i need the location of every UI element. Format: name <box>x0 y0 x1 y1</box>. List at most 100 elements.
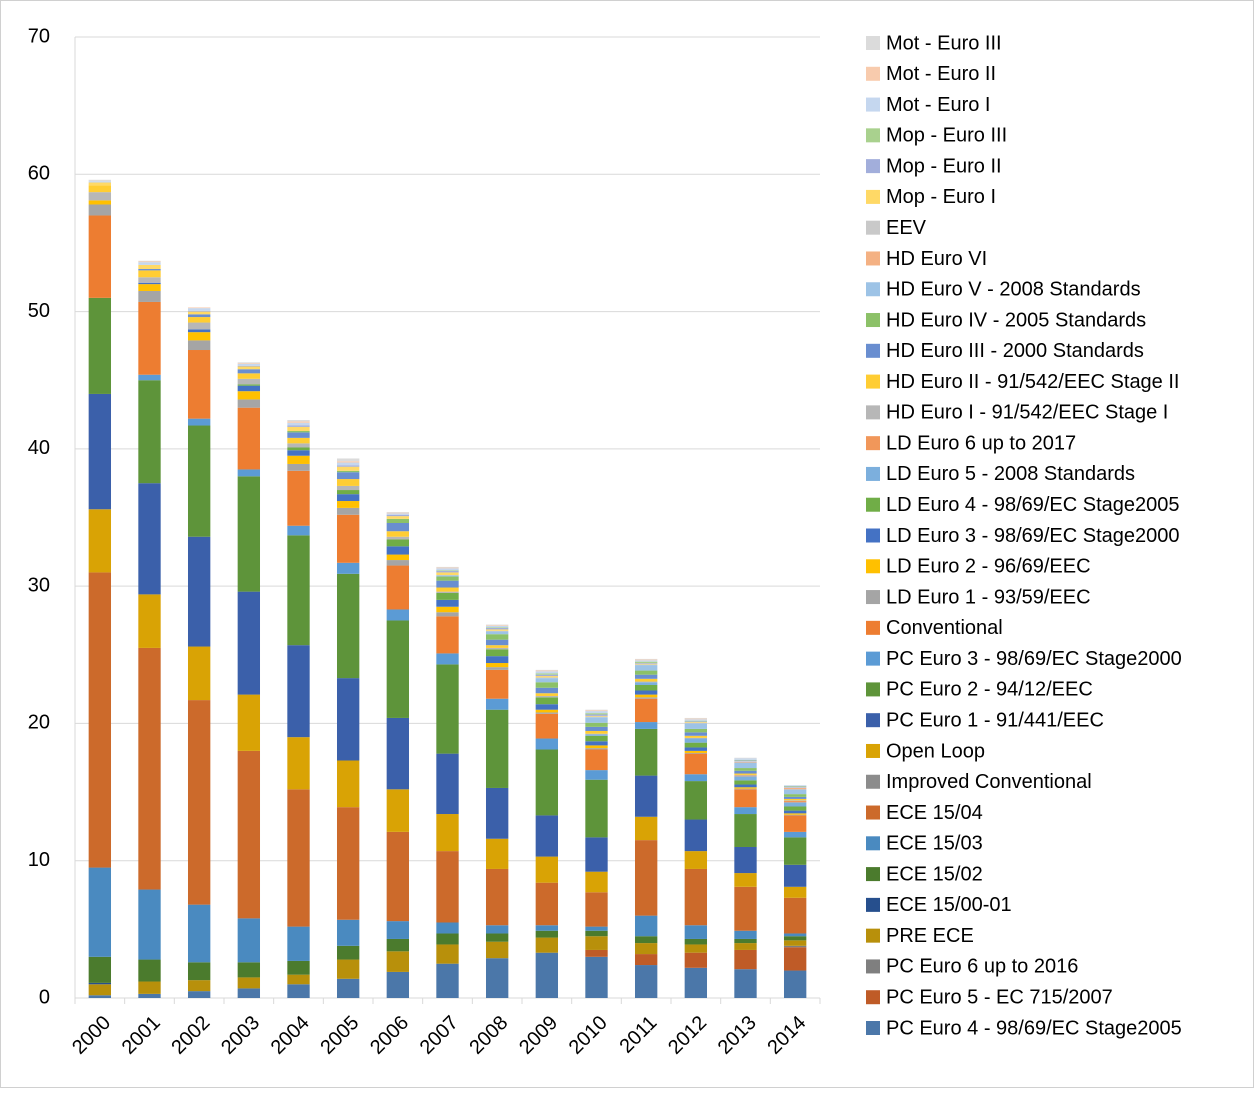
bar-segment <box>535 930 559 938</box>
bar-segment <box>138 301 161 375</box>
bar-segment <box>336 501 360 508</box>
bar-segment <box>138 959 161 982</box>
legend-swatch <box>866 682 880 697</box>
bar-segment <box>336 479 360 486</box>
bar-segment <box>535 673 559 675</box>
bar-segment <box>386 531 410 537</box>
legend-label: ECE 15/03 <box>886 833 983 855</box>
bar-segment <box>138 260 161 262</box>
bar-segment <box>386 921 410 939</box>
bar-segment <box>187 350 211 419</box>
bar-segment <box>88 956 112 983</box>
bar-segment <box>88 182 112 186</box>
bar-segment <box>783 813 807 815</box>
bar-segment <box>734 761 757 763</box>
bar-segment <box>783 785 807 787</box>
bar-segment <box>436 653 459 665</box>
legend-label: Conventional <box>886 617 1003 639</box>
bar-segment <box>237 750 261 919</box>
bar-segment <box>734 949 757 970</box>
bar-segment <box>485 625 509 626</box>
bar-segment <box>138 270 161 278</box>
bar-segment <box>287 443 310 448</box>
bar-segment <box>138 647 161 890</box>
bar-segment <box>634 660 658 662</box>
bar-segment <box>187 646 211 701</box>
bar-segment <box>386 951 410 972</box>
bar-segment <box>187 308 211 311</box>
bar-segment <box>187 980 211 992</box>
bar-segment <box>634 728 658 776</box>
bar-segment <box>237 476 261 592</box>
bar-segment <box>783 789 807 795</box>
legend-swatch <box>866 867 880 882</box>
bar-segment <box>386 971 410 998</box>
bar-segment <box>138 261 161 263</box>
bar-segment <box>436 753 459 815</box>
legend-label: LD Euro 4 - 98/69/EC Stage2005 <box>886 494 1180 516</box>
bar-segment <box>436 593 459 600</box>
bar-segment <box>585 779 608 838</box>
legend-label: LD Euro 5 - 2008 Standards <box>886 463 1135 485</box>
bar-segment <box>535 952 559 998</box>
legend-swatch <box>866 805 880 820</box>
bar-segment <box>485 787 509 839</box>
legend-label: HD Euro V - 2008 Standards <box>886 279 1141 301</box>
bar-segment <box>783 864 807 887</box>
bar-segment <box>237 391 261 400</box>
bar-segment <box>585 733 608 735</box>
bar-segment <box>187 340 211 351</box>
bar-segment <box>485 669 509 699</box>
bar-segment <box>287 645 310 738</box>
legend-swatch <box>866 559 880 574</box>
bar-segment <box>287 525 310 536</box>
bar-segment <box>783 814 807 816</box>
bar-segment <box>436 576 459 581</box>
bar-segment <box>287 425 310 427</box>
legend-swatch <box>866 282 880 297</box>
bar-segment <box>237 363 261 366</box>
bar-segment <box>88 393 112 510</box>
bar-segment <box>88 204 112 216</box>
legend-swatch <box>866 774 880 789</box>
bar-segment <box>336 461 360 463</box>
legend-label: Open Loop <box>886 740 985 762</box>
bar-segment <box>386 831 410 922</box>
bar-segment <box>783 800 807 801</box>
bar-segment <box>634 659 658 661</box>
bar-segment <box>287 974 310 985</box>
bar-segment <box>585 770 608 780</box>
legend-swatch <box>866 928 880 943</box>
bar-segment <box>535 695 559 698</box>
bar-segment <box>485 709 509 788</box>
bar-segment <box>88 179 112 182</box>
bar-segment <box>386 620 410 718</box>
bar-segment <box>287 422 310 426</box>
bar-segment <box>485 663 509 668</box>
legend-swatch <box>866 466 880 481</box>
bar-segment <box>734 768 757 771</box>
bar-segment <box>436 599 459 607</box>
bar-segment <box>138 374 161 381</box>
bar-segment <box>485 868 509 926</box>
bar-segment <box>684 753 708 775</box>
bar-segment <box>684 750 708 753</box>
bar-segment <box>436 933 459 945</box>
bar-segment <box>485 698 509 710</box>
bar-segment <box>585 892 608 927</box>
legend-swatch <box>866 128 880 143</box>
bar-segment <box>187 904 211 963</box>
bar-segment <box>734 846 757 874</box>
bar-segment <box>585 871 608 893</box>
bar-segment <box>734 930 757 939</box>
bar-segment <box>88 982 112 985</box>
bar-segment <box>88 181 112 183</box>
bar-segment <box>485 656 509 664</box>
bar-segment <box>336 978 360 998</box>
bar-segment <box>287 470 310 526</box>
bar-segment <box>138 262 161 265</box>
bar-segment <box>88 192 112 201</box>
y-tick-label: 20 <box>28 712 50 734</box>
bar-segment <box>684 738 708 743</box>
